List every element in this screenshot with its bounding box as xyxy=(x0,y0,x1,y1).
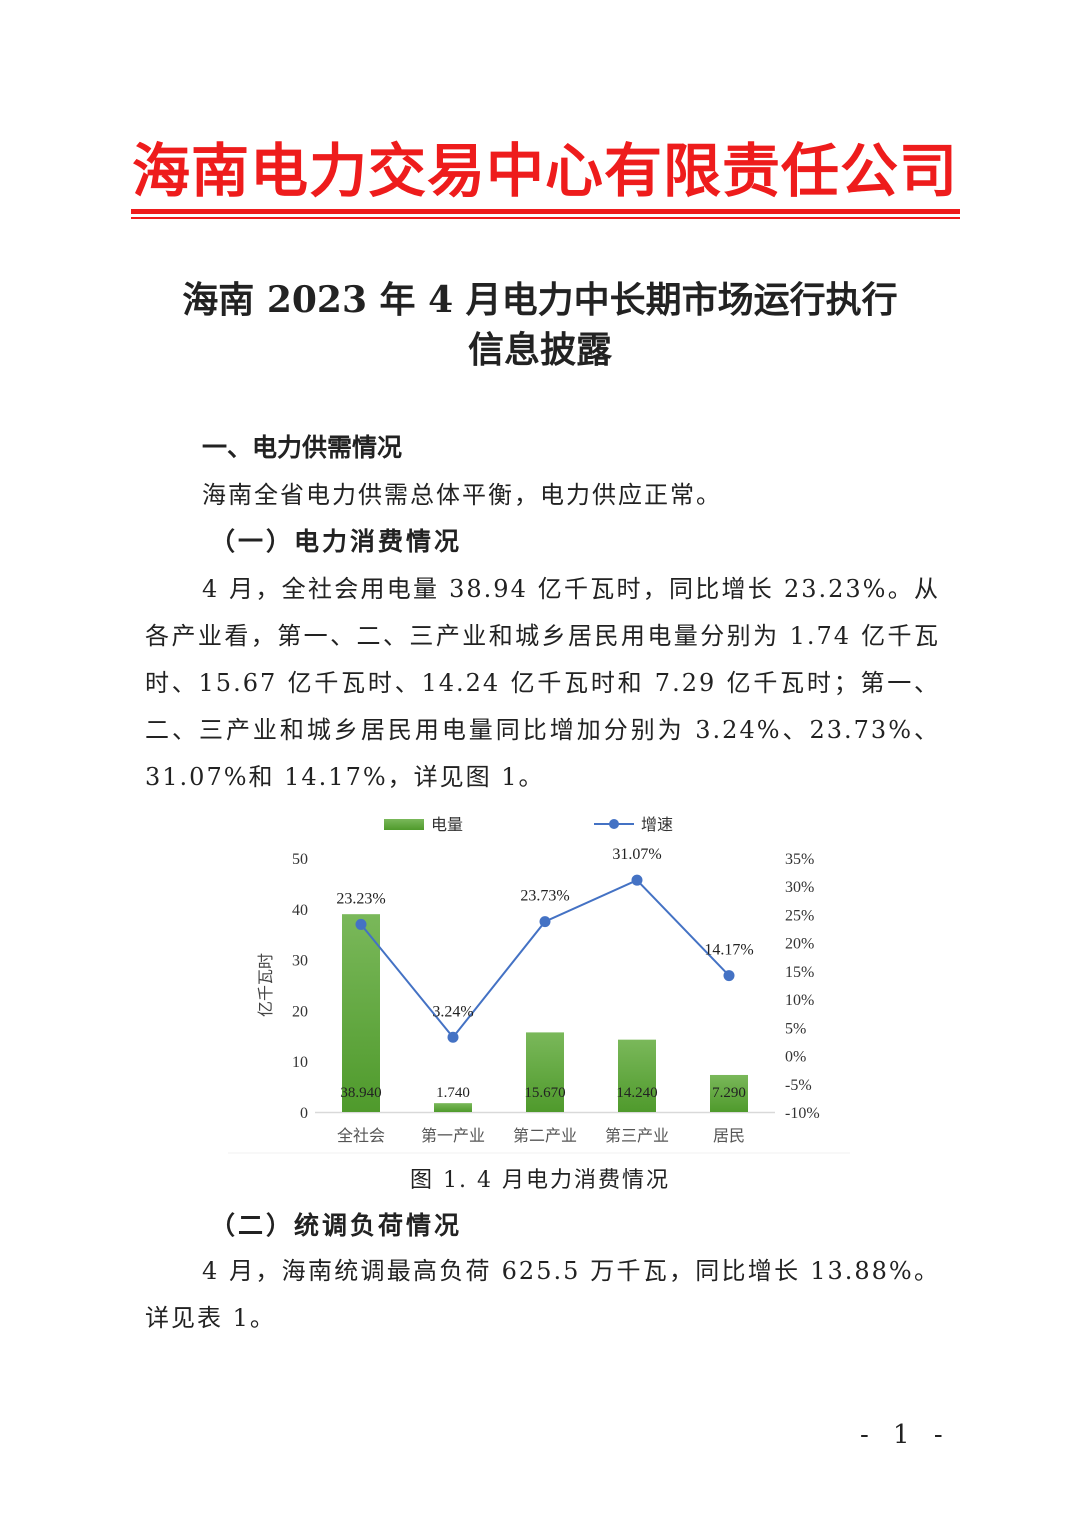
section-1-heading: 一、电力供需情况 xyxy=(202,433,403,462)
growth-data-label: 31.07% xyxy=(612,846,661,863)
right-axis-tick-label: 5% xyxy=(785,1020,806,1037)
right-axis-tick-label: 25% xyxy=(785,907,814,924)
legend-label-bar: 电量 xyxy=(431,816,463,834)
bar-data-label: 38.940 xyxy=(340,1085,381,1101)
subsection-2-heading: （二）统调负荷情况 xyxy=(210,1211,463,1240)
bar-3 xyxy=(526,1032,564,1112)
left-axis-tick-label: 20 xyxy=(292,1003,308,1020)
growth-data-label: 23.23% xyxy=(336,890,385,907)
subsection-1-text: 4 月，全社会用电量 38.94 亿千瓦时，同比增长 23.23%。从各产业看，… xyxy=(145,575,940,791)
bar-1 xyxy=(342,914,380,1112)
subsection-1-heading: （一）电力消费情况 xyxy=(210,527,463,556)
title-line-1: 海南 2023 年 4 月电力中长期市场运行执行 xyxy=(182,279,898,321)
left-axis-tick-label: 0 xyxy=(300,1105,308,1122)
subsection-2-text: 4 月，海南统调最高负荷 625.5 万千瓦，同比增长 13.88%。详见表 1… xyxy=(145,1257,940,1332)
right-axis-tick-label: 35% xyxy=(785,851,814,868)
growth-point-4 xyxy=(631,874,643,886)
growth-data-label: 3.24% xyxy=(432,1003,473,1020)
bar-2 xyxy=(434,1103,472,1112)
x-axis-tick-label: 居民 xyxy=(713,1128,745,1145)
document-title: 海南 2023 年 4 月电力中长期市场运行执行 信息披露 xyxy=(100,275,980,375)
right-axis-tick-label: 30% xyxy=(785,879,814,896)
bar-data-label: 14.240 xyxy=(616,1085,657,1101)
left-axis-tick-label: 10 xyxy=(292,1054,308,1071)
section-1-text: 海南全省电力供需总体平衡，电力供应正常。 xyxy=(202,481,722,509)
bar-data-label: 15.670 xyxy=(524,1085,565,1101)
x-axis-tick-label: 第一产业 xyxy=(421,1127,485,1145)
growth-data-label: 14.17% xyxy=(704,942,753,959)
organization-header: 海南电力交易中心有限责任公司 xyxy=(131,137,958,205)
growth-point-2 xyxy=(447,1031,459,1043)
header-rule-thick xyxy=(131,209,960,214)
left-axis-tick-label: 40 xyxy=(292,902,308,919)
x-axis-tick-label: 第二产业 xyxy=(513,1127,577,1145)
legend-line-marker xyxy=(609,819,619,829)
bar-5 xyxy=(710,1074,748,1112)
growth-data-label: 23.73% xyxy=(520,888,569,905)
bar-data-label: 1.740 xyxy=(436,1085,470,1101)
legend-label-line: 增速 xyxy=(641,816,673,834)
right-axis-tick-label: -5% xyxy=(785,1077,812,1094)
right-axis-tick-label: 10% xyxy=(785,992,814,1009)
legend-bar-swatch xyxy=(384,819,424,830)
growth-point-1 xyxy=(355,918,367,930)
left-axis-tick-label: 50 xyxy=(292,851,308,868)
growth-point-3 xyxy=(539,916,551,928)
header-rule-thin xyxy=(131,217,960,219)
bar-data-label: 7.290 xyxy=(712,1085,746,1101)
y-axis-title: 亿千瓦时 xyxy=(257,953,275,1017)
page-number: - 1 - xyxy=(860,1420,951,1450)
title-line-2: 信息披露 xyxy=(467,329,612,371)
left-axis-tick-label: 30 xyxy=(292,953,308,970)
right-axis-tick-label: 15% xyxy=(785,964,814,981)
growth-point-5 xyxy=(723,970,735,982)
bar-4 xyxy=(618,1039,656,1112)
right-axis-tick-label: 0% xyxy=(785,1049,806,1066)
figure-caption: 图 1. 4 月电力消费情况 xyxy=(410,1168,670,1193)
right-axis-tick-label: 20% xyxy=(785,936,814,953)
x-axis-tick-label: 第三产业 xyxy=(605,1127,669,1145)
x-axis-tick-label: 全社会 xyxy=(337,1127,385,1145)
right-axis-tick-label: -10% xyxy=(785,1105,820,1122)
